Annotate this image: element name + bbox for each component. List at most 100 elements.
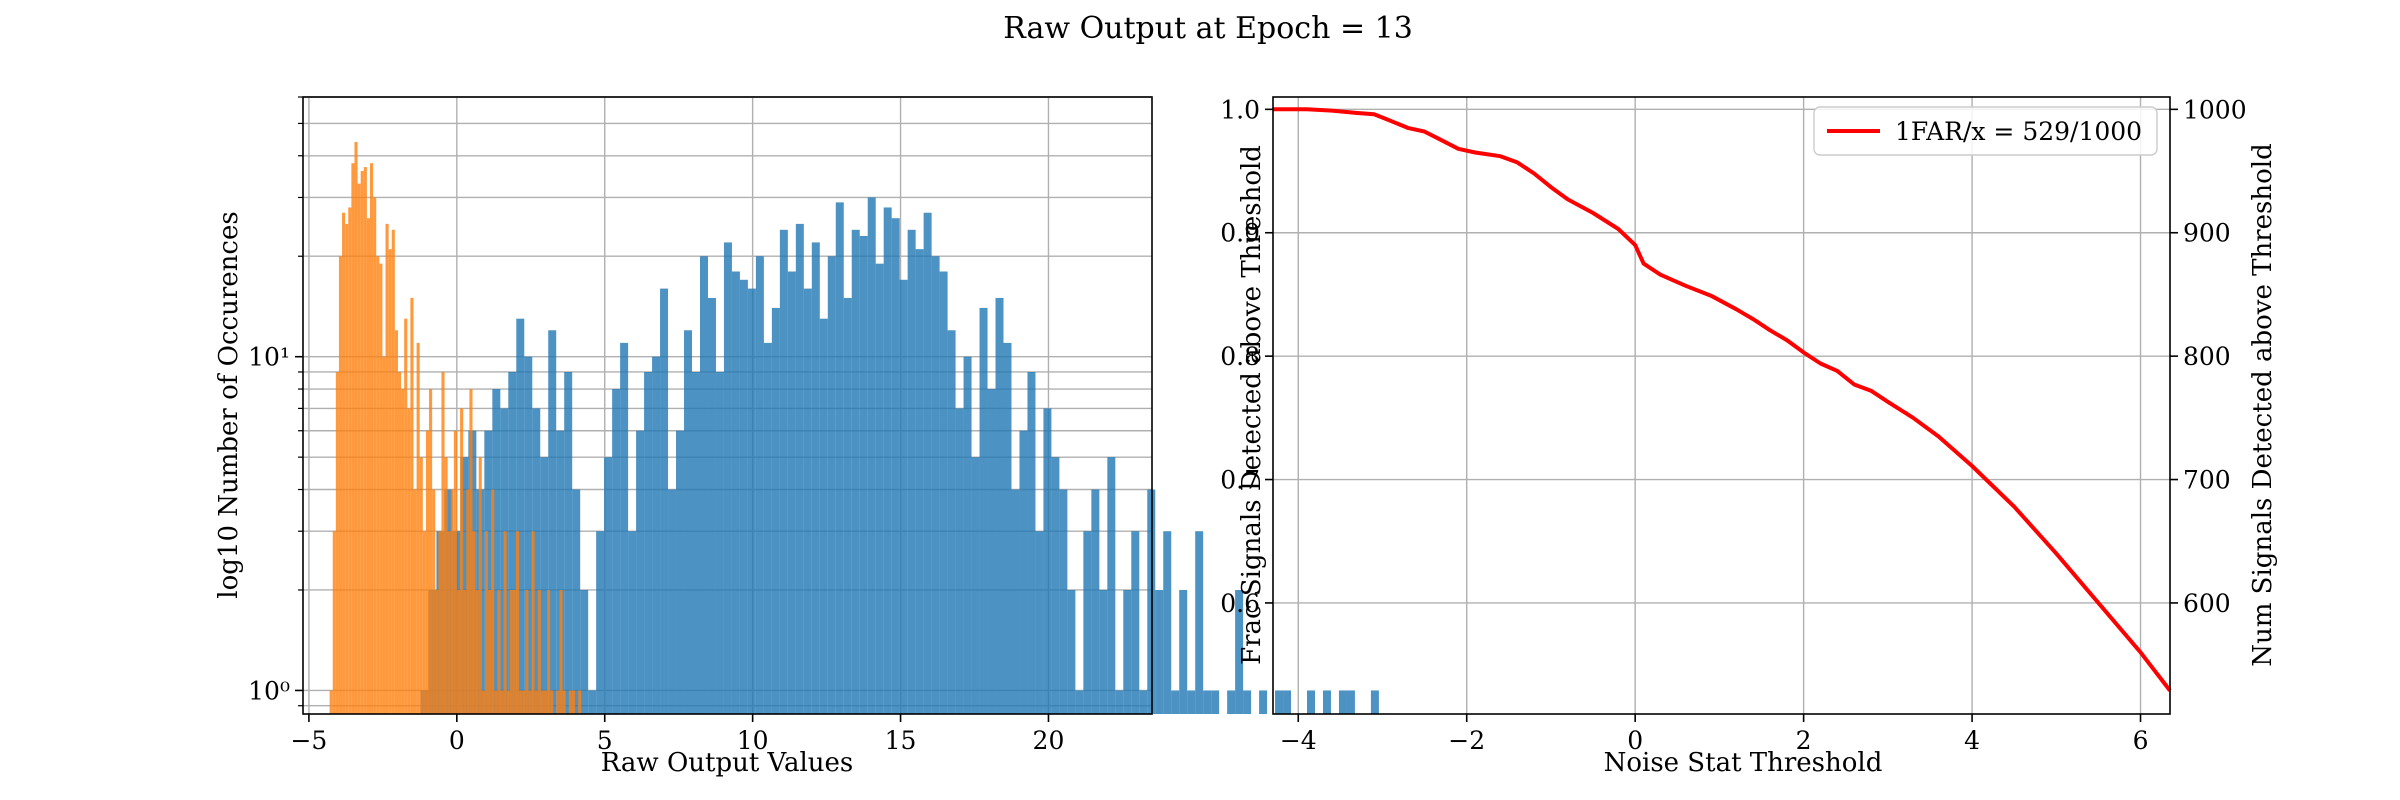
histogram-bar-series-1 [604,457,613,714]
histogram-y-label: log10 Number of Occurences [214,211,244,598]
histogram-bar-series-2 [537,589,541,714]
histogram-bar-series-1 [699,256,708,714]
histogram-bar-series-2 [422,531,426,714]
histogram-bar-series-1 [524,356,533,714]
line-chart-x-tick-label: −4 [1280,726,1317,755]
histogram-bar-series-2 [429,389,433,714]
histogram-bar-series-1 [851,229,860,714]
histogram-bar-series-1 [644,371,653,714]
line-chart-y-tick-label: 0.6 [1220,589,1260,618]
histogram-bar-series-1 [660,288,669,714]
histogram-bar-series-1 [1067,589,1076,714]
histogram-bar-series-2 [478,457,482,714]
histogram-bar-series-1 [1203,690,1212,714]
histogram-bar-series-2 [379,263,383,714]
histogram-bar-series-1 [707,297,716,714]
histogram-bar-series-1 [692,371,700,714]
histogram-bar-series-2 [435,589,439,714]
line-chart-right-y-tick-label: 1000 [2183,95,2247,124]
histogram-bar-series-1 [636,430,645,714]
histogram-bar-series-1 [771,307,780,714]
histogram-bar-series-2 [419,457,423,714]
histogram-bar-series-1 [1155,589,1164,714]
histogram-bar-series-1 [572,489,581,714]
histogram-bar-series-1 [1163,531,1172,714]
histogram-bar-series-1 [811,242,820,714]
histogram-x-tick-label: 0 [449,726,465,755]
histogram-bar-series-2 [460,408,464,714]
histogram-bar-series-1 [827,256,836,714]
histogram-bar-series-1 [1259,690,1268,714]
line-chart-x-ticks: −4 −2 0 2 4 6 [1280,714,2149,755]
histogram-bar-series-1 [1099,589,1108,714]
histogram-bar-series-2 [463,589,467,714]
histogram-bar-series-2 [425,430,430,714]
histogram-bar-series-1 [1115,690,1124,714]
histogram-x-tick-label: 10 [737,726,769,755]
histogram-bar-series-2 [329,690,333,714]
histogram-bar-series-1 [676,430,685,714]
histogram-bar-series-1 [1338,690,1347,714]
histogram-bar-series-1 [588,690,597,714]
histogram-bar-series-1 [891,218,900,714]
histogram-bar-series-1 [1011,489,1020,714]
histogram-bar-series-2 [401,389,405,714]
histogram-bar-series-1 [1075,690,1084,714]
legend: 1FAR/x = 529/1000 [1813,106,2158,156]
histogram-bar-series-2 [525,589,529,714]
line-chart-right-y-tick-label: 900 [2183,219,2231,248]
histogram-bar-series-2 [354,141,358,715]
line-chart-right-y-tick-label: 600 [2183,589,2231,618]
histogram-bars [329,141,1379,715]
histogram-bar-series-1 [931,256,940,714]
histogram-bar-series-1 [955,408,964,714]
histogram-bar-series-2 [373,197,377,714]
histogram-bar-series-2 [547,589,551,714]
histogram-bar-series-2 [444,457,448,714]
line-chart-left-y-ticks: 0.6 0.7 0.8 0.9 1.0 [1220,95,1273,618]
histogram-bar-series-2 [519,690,523,714]
histogram-bar-series-2 [475,589,479,714]
histogram-bar-series-2 [515,531,520,714]
histogram-chart: −5 0 5 10 15 20 10⁰ 10¹ Raw Output Values log1… [214,96,1379,778]
histogram-bar-series-1 [947,330,956,714]
histogram-bar-series-2 [503,531,507,714]
histogram-bar-series-1 [1283,690,1292,714]
line-chart-right-y-label: Num Signals Detected above Threshold [2248,143,2278,666]
histogram-bar-series-2 [531,531,535,714]
histogram-bar-series-2 [335,371,339,714]
line-chart-x-tick-label: −2 [1448,726,1485,755]
histogram-bar-series-2 [534,690,538,714]
histogram-bar-series-1 [1322,690,1331,714]
histogram-bar-series-2 [568,690,572,714]
histogram-bar-series-1 [1027,371,1036,714]
histogram-bar-series-1 [731,271,740,714]
histogram-bar-series-2 [488,589,492,714]
histogram-bar-series-1 [1083,531,1092,714]
histogram-bar-series-1 [795,223,804,715]
histogram-y-tick-label: 10¹ [248,343,290,372]
histogram-bar-series-2 [491,489,495,714]
histogram-bar-series-2 [540,690,544,714]
histogram-x-tick-label: −5 [290,726,327,755]
histogram-x-tick-label: 15 [885,726,917,755]
histogram-bar-series-1 [835,202,844,714]
histogram-bar-series-2 [363,167,367,714]
histogram-bar-series-2 [466,489,470,714]
histogram-bar-series-1 [803,288,812,714]
histogram-bar-series-2 [571,690,576,714]
histogram-bar-series-2 [410,297,414,714]
line-chart-y-tick-label: 0.7 [1220,466,1260,495]
line-chart-x-label: Noise Stat Threshold [1604,748,1883,778]
figure-title: Raw Output at Epoch = 13 [1003,11,1413,46]
histogram-bar-series-1 [1019,430,1028,714]
histogram-bar-series-1 [516,318,525,714]
histogram-bar-series-2 [447,531,451,714]
histogram-bar-series-1 [1211,690,1220,714]
line-chart-x-tick-label: 6 [2133,726,2149,755]
histogram-bar-series-1 [1346,690,1355,714]
histogram-bar-series-2 [522,690,526,714]
histogram-bar-series-2 [562,690,566,714]
histogram-bar-series-1 [556,430,565,714]
